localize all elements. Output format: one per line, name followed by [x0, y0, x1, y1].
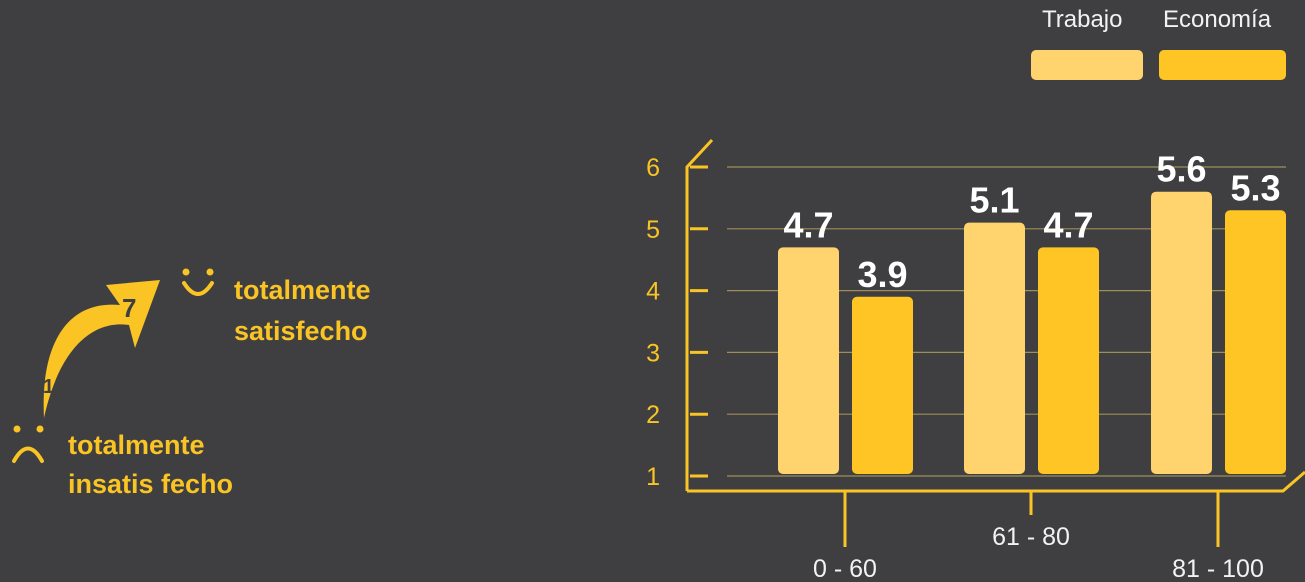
- legend-label-trabajo: Trabajo: [1042, 6, 1123, 33]
- bar-value-label: 5.3: [1230, 167, 1280, 208]
- scale-top-number: 7: [122, 293, 137, 323]
- x-tick-label: 0 - 60: [813, 555, 877, 582]
- x-axis-line: [687, 470, 1305, 493]
- bar-value-label: 4.7: [1043, 204, 1093, 245]
- bar-trabajo: [964, 222, 1025, 474]
- scale-bottom-label-line2: insatis fecho: [68, 469, 234, 499]
- bar-economía: [1225, 210, 1286, 474]
- bar-value-label: 5.6: [1156, 149, 1206, 190]
- scale-arrow: [43, 280, 160, 418]
- y-tick-label: 5: [646, 216, 660, 244]
- legend-label-economia: Economía: [1163, 6, 1272, 33]
- bar-trabajo: [1151, 191, 1212, 474]
- scale-top-label-line2: satisfecho: [234, 316, 368, 346]
- x-tick-label: 81 - 100: [1172, 555, 1264, 582]
- happy-face-icon: [182, 268, 214, 296]
- bar-value-label: 5.1: [969, 180, 1019, 221]
- bar-economía: [852, 296, 913, 474]
- legend-swatch-trabajo: [1031, 50, 1143, 80]
- bar-value-label: 4.7: [783, 204, 833, 245]
- y-tick-label: 3: [646, 339, 660, 367]
- x-tick-label: 61 - 80: [992, 523, 1070, 551]
- y-tick-label: 4: [646, 278, 660, 306]
- y-tick-label: 6: [646, 154, 660, 182]
- scale-graphic: [12, 268, 214, 463]
- y-tick-label: 1: [646, 463, 660, 491]
- scale-bottom-number: 1: [43, 376, 55, 398]
- y-tick-label: 2: [646, 401, 660, 429]
- scale-bottom-label-line1: totalmente: [68, 430, 205, 460]
- scale-top-label-line1: totalmente: [234, 275, 371, 305]
- bar-trabajo: [778, 247, 839, 474]
- bar-value-label: 3.9: [857, 254, 907, 295]
- y-axis-line: [685, 138, 714, 491]
- bar-economía: [1038, 247, 1099, 474]
- legend-swatch-economia: [1159, 50, 1286, 80]
- sad-face-icon: [12, 425, 44, 463]
